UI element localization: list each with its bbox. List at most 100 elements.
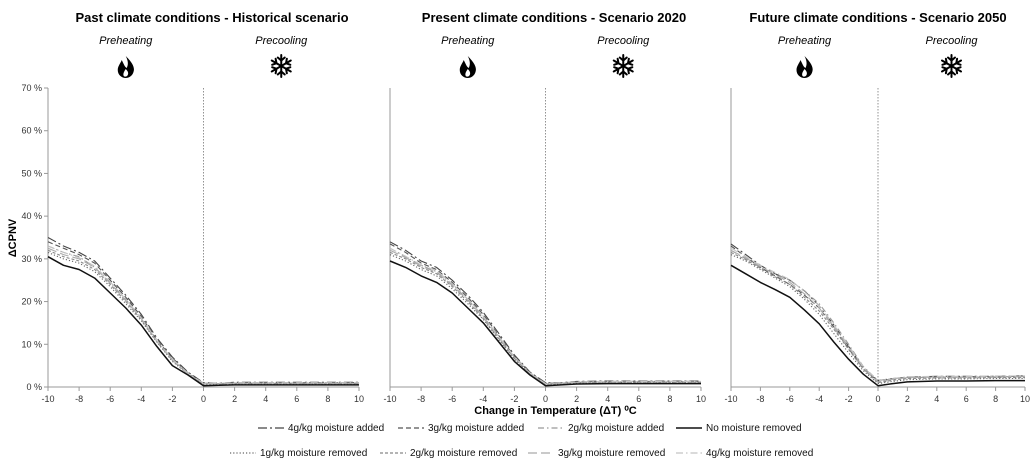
flame-icon [459,56,476,78]
snowflake-branch [271,66,278,75]
x-tick-label: 8 [667,394,672,404]
flame-icon-inner [123,69,129,77]
y-tick-label: 20 % [21,297,42,307]
snowflake-branch [284,57,292,66]
series-line [47,256,359,387]
series-line [730,264,1025,387]
y-tick-label: 0 % [26,382,42,392]
panel-title: Present climate conditions - Scenario 20… [422,10,686,25]
y-tick-label: 60 % [21,126,42,136]
precooling-label: Precooling [597,35,650,47]
series-line [389,251,701,385]
x-tick-label: 2 [905,394,910,404]
x-tick-label: -8 [75,394,83,404]
x-tick-label: 6 [636,394,641,404]
flame-icon-inner [802,69,807,77]
flame-icon-outer [796,56,813,78]
snowflake-branch [276,56,286,62]
x-tick-label: 10 [696,394,706,404]
x-tick-label: 4 [934,394,939,404]
snowflake-spoke [270,59,292,73]
preheating-label: Preheating [441,35,495,47]
panel-title: Future climate conditions - Scenario 205… [749,10,1006,25]
flame-icon-outer [117,56,134,78]
snowflake-spoke [940,59,963,73]
preheating-label: Preheating [99,35,153,47]
series-line [389,254,701,386]
snowflake-arm [270,57,292,75]
chart-panel-3: Future climate conditions - Scenario 205… [724,10,1030,404]
x-tick-label: 6 [294,394,299,404]
snowflake-branch [284,66,292,75]
snowflake-branch [941,57,948,66]
snowflake-branch [276,70,286,76]
series-line [730,243,1026,382]
snowflake-branch [947,56,956,62]
series-line [47,251,359,385]
x-tick-label: -2 [168,394,176,404]
snowflake-branch [941,66,948,75]
y-tick-label: 30 % [21,254,42,264]
x-tick-label: 0 [201,394,206,404]
series-line [47,245,359,385]
x-tick-label: -8 [417,394,425,404]
y-tick-label: 50 % [21,168,42,178]
x-tick-label: -4 [815,394,823,404]
legend: 4g/kg moisture added 3g/kg moisture added… [230,423,813,459]
snowflake-branch [618,56,628,62]
snowflake-icon [270,54,292,78]
x-tick-label: -10 [724,394,737,404]
x-tick-label: -4 [137,394,145,404]
snowflake-branch [955,57,962,66]
series-line [389,247,701,385]
preheating-label: Preheating [778,35,832,47]
chart-panel-1: Past climate conditions - Historical sce… [21,10,364,404]
snowflake-branch [947,70,956,76]
snowflake-branch [271,57,278,66]
y-tick-label: 40 % [21,211,42,221]
series-line [730,249,1025,383]
snowflake-arm [612,57,634,75]
legend-label: 3g/kg moisture removed [558,448,665,459]
x-tick-label: 4 [263,394,268,404]
series-line [47,247,359,385]
x-tick-label: 2 [232,394,237,404]
snowflake-icon [612,54,634,78]
series-line [730,247,1025,382]
flame-icon [796,56,813,78]
x-tick-label: 8 [993,394,998,404]
x-tick-label: -10 [383,394,396,404]
x-tick-label: 2 [574,394,579,404]
x-tick-label: -6 [106,394,114,404]
legend-label: 2g/kg moisture removed [410,448,517,459]
x-tick-label: 10 [1020,394,1030,404]
legend-label: 4g/kg moisture added [288,423,384,434]
x-tick-label: 10 [354,394,364,404]
y-tick-label: 70 % [21,83,42,93]
snowflake-branch [613,57,620,66]
snowflake-spoke [612,59,634,73]
chart-panel-2: Present climate conditions - Scenario 20… [383,10,706,417]
x-tick-label: -2 [510,394,518,404]
x-axis-title: Change in Temperature (ΔT) ⁰C [474,405,637,417]
snowflake-branch [613,66,620,75]
flame-icon-inner [465,69,471,77]
x-tick-label: 8 [325,394,330,404]
legend-label: No moisture removed [706,423,802,434]
panel-title: Past climate conditions - Historical sce… [75,10,348,25]
snowflake-branch [618,70,628,76]
x-tick-label: -6 [786,394,794,404]
x-tick-label: 0 [543,394,548,404]
snowflake-branch [955,66,962,75]
x-tick-label: 0 [875,394,880,404]
x-tick-label: -6 [448,394,456,404]
legend-label: 1g/kg moisture removed [260,448,367,459]
legend-label: 4g/kg moisture removed [706,448,813,459]
x-tick-label: -8 [756,394,764,404]
legend-label: 2g/kg moisture added [568,423,664,434]
y-tick-label: 10 % [21,339,42,349]
x-tick-label: 4 [605,394,610,404]
snowflake-branch [626,57,634,66]
precooling-label: Precooling [926,35,979,47]
